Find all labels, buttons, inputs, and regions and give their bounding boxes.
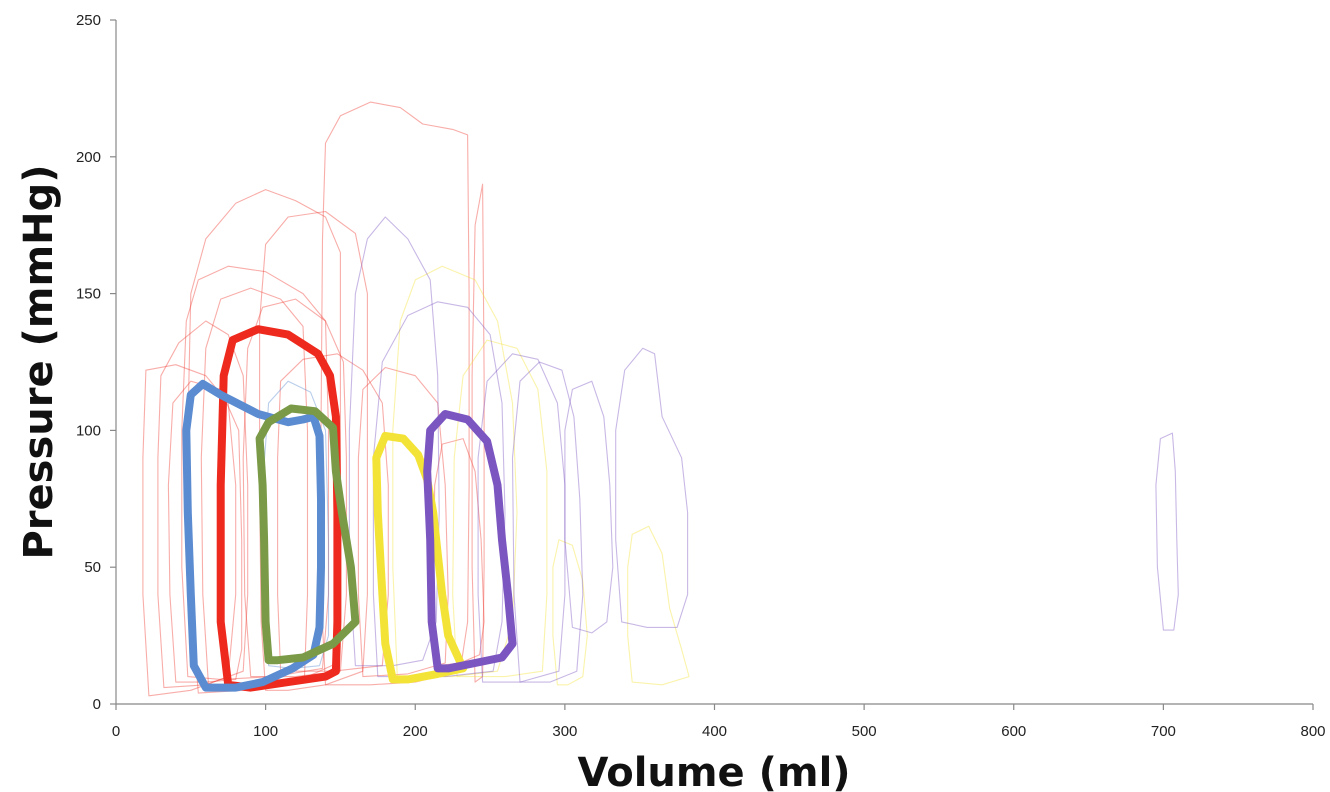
background-loop <box>277 353 389 672</box>
background-loop <box>157 320 249 689</box>
highlighted-loop <box>423 410 517 673</box>
highlighted-loop <box>216 325 342 692</box>
background-loop <box>392 265 518 678</box>
x-tick-label: 0 <box>112 723 120 740</box>
x-tick-label: 300 <box>552 723 577 740</box>
background-loop <box>511 361 584 683</box>
axes <box>110 19 1314 710</box>
x-tick-label: 600 <box>1001 723 1026 740</box>
background-loop <box>552 539 588 686</box>
y-tick-label: 250 <box>76 12 101 29</box>
x-tick-label: 800 <box>1300 723 1325 740</box>
background-loop <box>1155 432 1179 631</box>
background-loop <box>348 216 440 667</box>
highlighted-loop <box>372 431 468 684</box>
background-loop <box>471 183 485 683</box>
background-loop <box>242 298 347 678</box>
x-tick-label: 100 <box>253 723 278 740</box>
background-loop <box>187 189 341 694</box>
x-axis-title: Volume (ml) <box>577 750 850 792</box>
tick-labels: 0 100 200 300 400 500 600 700 800 0 50 100 150 200 250 <box>76 12 1326 740</box>
highlighted-loops <box>182 325 517 692</box>
background-loop <box>477 353 566 683</box>
x-tick-label: 400 <box>702 723 727 740</box>
y-tick-label: 100 <box>76 422 101 439</box>
highlighted-loop <box>182 379 325 692</box>
highlighted-loop <box>255 404 360 665</box>
y-tick-label: 150 <box>76 286 101 303</box>
x-tick-label: 700 <box>1151 723 1176 740</box>
x-tick-label: 200 <box>403 723 428 740</box>
background-loop <box>452 339 548 678</box>
background-loops <box>142 101 1179 697</box>
y-tick-label: 0 <box>93 696 101 713</box>
background-loop <box>627 525 690 686</box>
y-tick-label: 50 <box>84 559 101 576</box>
background-loop <box>564 380 614 634</box>
background-loop <box>615 347 689 628</box>
x-tick-label: 500 <box>852 723 877 740</box>
y-tick-label: 200 <box>76 149 101 166</box>
y-axis-title: Pressure (mmHg) <box>16 164 62 559</box>
